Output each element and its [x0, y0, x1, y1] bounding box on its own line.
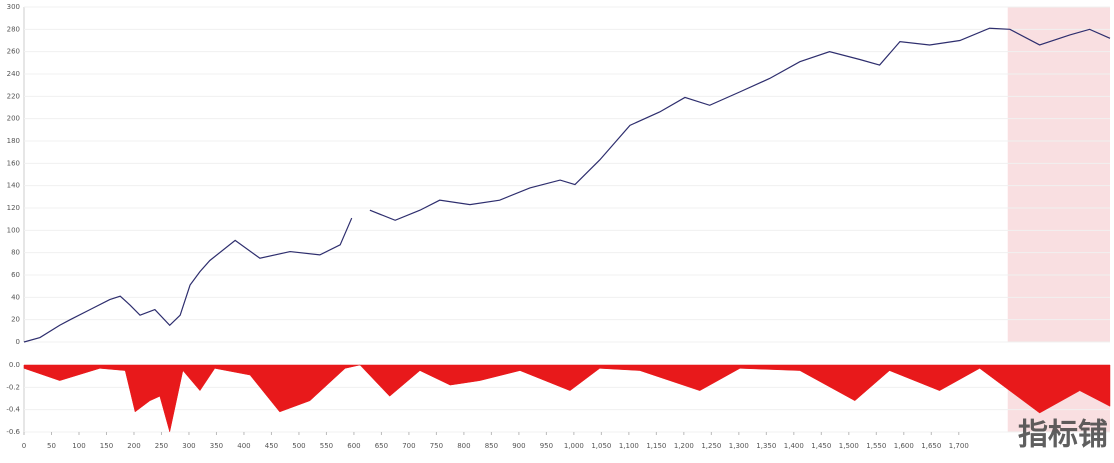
- y-tick-label: 140: [7, 182, 20, 190]
- y-tick-label: 280: [7, 25, 20, 33]
- y-tick-label: 300: [7, 3, 20, 11]
- y-tick-label: 80: [11, 249, 20, 257]
- y-tick-label: 200: [7, 115, 20, 123]
- x-tick-label: 450: [265, 442, 278, 450]
- x-tick-label: 1,250: [701, 442, 721, 450]
- x-tick-label: 950: [540, 442, 553, 450]
- x-tick-label: 400: [237, 442, 250, 450]
- x-tick-label: 1,100: [619, 442, 639, 450]
- y-tick-label: 0: [16, 338, 20, 346]
- y-tick-label: 40: [11, 293, 20, 301]
- x-tick-label: 1,550: [866, 442, 886, 450]
- x-tick-label: 800: [457, 442, 470, 450]
- y-tick-label: -0.6: [6, 428, 20, 436]
- x-tick-label: 650: [375, 442, 388, 450]
- x-tick-label: 250: [155, 442, 168, 450]
- x-tick-label: 300: [182, 442, 195, 450]
- x-tick-label: 350: [210, 442, 223, 450]
- y-tick-label: 60: [11, 271, 20, 279]
- x-tick-label: 550: [320, 442, 333, 450]
- highlight-region: [1007, 7, 1110, 342]
- x-tick-label: 900: [512, 442, 525, 450]
- x-tick-label: 600: [347, 442, 360, 450]
- y-tick-label: 120: [7, 204, 20, 212]
- x-tick-label: 1,150: [646, 442, 666, 450]
- drawdown-area: [23, 364, 1111, 433]
- x-tick-label: 1,400: [784, 442, 804, 450]
- x-tick-label: 50: [47, 442, 56, 450]
- watermark: 指标铺: [1018, 418, 1108, 453]
- x-tick-label: 1,650: [921, 442, 941, 450]
- x-tick-label: 500: [292, 442, 305, 450]
- x-tick-label: 0: [22, 442, 26, 450]
- y-tick-label: -0.2: [6, 383, 20, 391]
- y-tick-label: -0.4: [6, 406, 20, 414]
- x-tick-label: 1,300: [729, 442, 749, 450]
- x-tick-label: 1,700: [949, 442, 969, 450]
- y-tick-label: 260: [7, 48, 20, 56]
- x-tick-label: 100: [72, 442, 85, 450]
- x-tick-label: 1,200: [674, 442, 694, 450]
- y-tick-label: 160: [7, 159, 20, 167]
- y-tick-label: 100: [7, 226, 20, 234]
- y-tick-label: 220: [7, 92, 20, 100]
- x-tick-label: 1,450: [811, 442, 831, 450]
- x-tick-label: 750: [430, 442, 443, 450]
- equity-line: [23, 217, 353, 343]
- y-tick-label: 20: [11, 316, 20, 324]
- y-tick-label: 0.0: [9, 361, 20, 369]
- x-tick-label: 700: [402, 442, 415, 450]
- y-tick-label: 240: [7, 70, 20, 78]
- x-tick-label: 1,500: [839, 442, 859, 450]
- x-tick-label: 1,000: [564, 442, 584, 450]
- x-tick-label: 1,600: [894, 442, 914, 450]
- x-tick-label: 150: [100, 442, 113, 450]
- x-tick-label: 1,350: [756, 442, 776, 450]
- x-tick-label: 200: [127, 442, 140, 450]
- x-tick-label: 850: [485, 442, 498, 450]
- y-tick-label: 180: [7, 137, 20, 145]
- equity-line: [369, 27, 1111, 221]
- x-tick-label: 1,050: [591, 442, 611, 450]
